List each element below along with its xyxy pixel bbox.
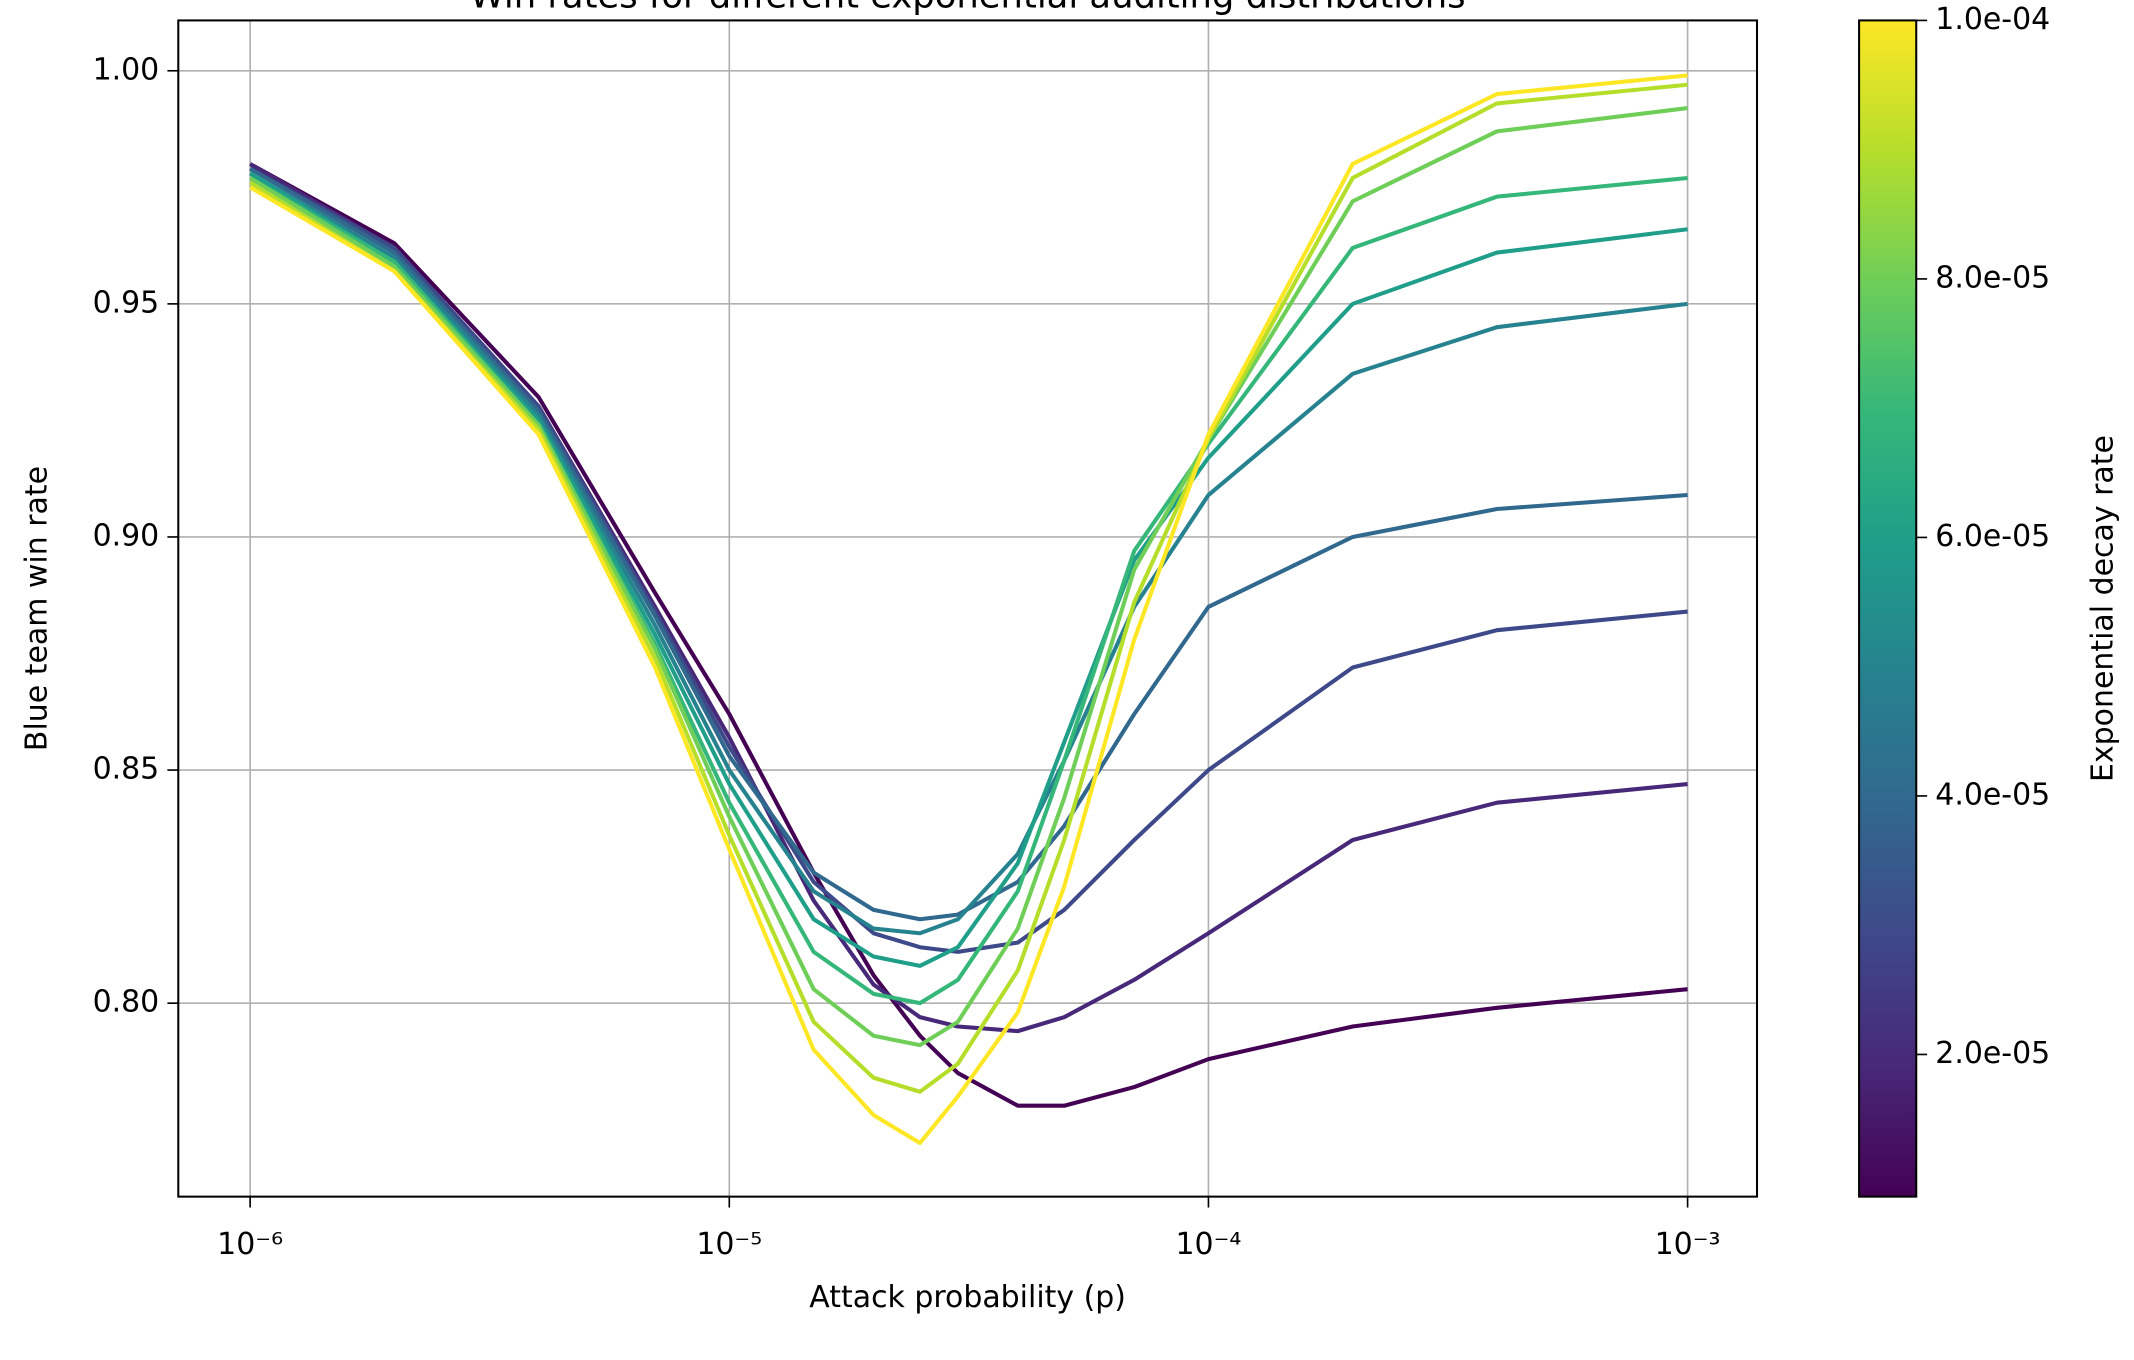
- series-line: [249, 162, 1688, 1108]
- series-line: [249, 106, 1688, 1048]
- y-tick-label: 0.80: [93, 985, 160, 1020]
- series-line: [249, 166, 1688, 922]
- series-line: [249, 175, 1688, 1006]
- x-tick-label: 10⁻⁶: [217, 1227, 283, 1262]
- x-tick-label: 10⁻³: [1655, 1227, 1721, 1262]
- chart-title: Win rates for different exponential audi…: [470, 0, 1466, 16]
- colorbar: [1858, 19, 1918, 1198]
- series-line: [249, 162, 1688, 1034]
- colorbar-tick-label: 4.0e-05: [1935, 777, 2050, 812]
- x-axis-label: Attack probability (p): [809, 1280, 1126, 1315]
- series-line: [249, 171, 1688, 968]
- y-tick-label: 1.00: [93, 52, 160, 87]
- plot-frame: [177, 19, 1759, 1198]
- colorbar-tick-label: 2.0e-05: [1935, 1036, 2050, 1071]
- y-axis-label: Blue team win rate: [20, 466, 55, 751]
- series-line: [249, 166, 1688, 954]
- colorbar-tick-label: 6.0e-05: [1935, 519, 2050, 554]
- y-tick-label: 0.95: [93, 285, 160, 320]
- x-tick-label: 10⁻⁵: [696, 1227, 762, 1262]
- y-tick-label: 0.85: [93, 752, 160, 787]
- series-line: [249, 171, 1688, 936]
- series-line: [249, 73, 1688, 1146]
- colorbar-label: Exponential decay rate: [2086, 435, 2121, 782]
- colorbar-tick-label: 1.0e-04: [1935, 2, 2050, 37]
- series-line: [249, 82, 1688, 1094]
- colorbar-tick-label: 8.0e-05: [1935, 260, 2050, 295]
- y-tick-label: 0.90: [93, 518, 160, 553]
- x-tick-label: 10⁻⁴: [1175, 1227, 1241, 1262]
